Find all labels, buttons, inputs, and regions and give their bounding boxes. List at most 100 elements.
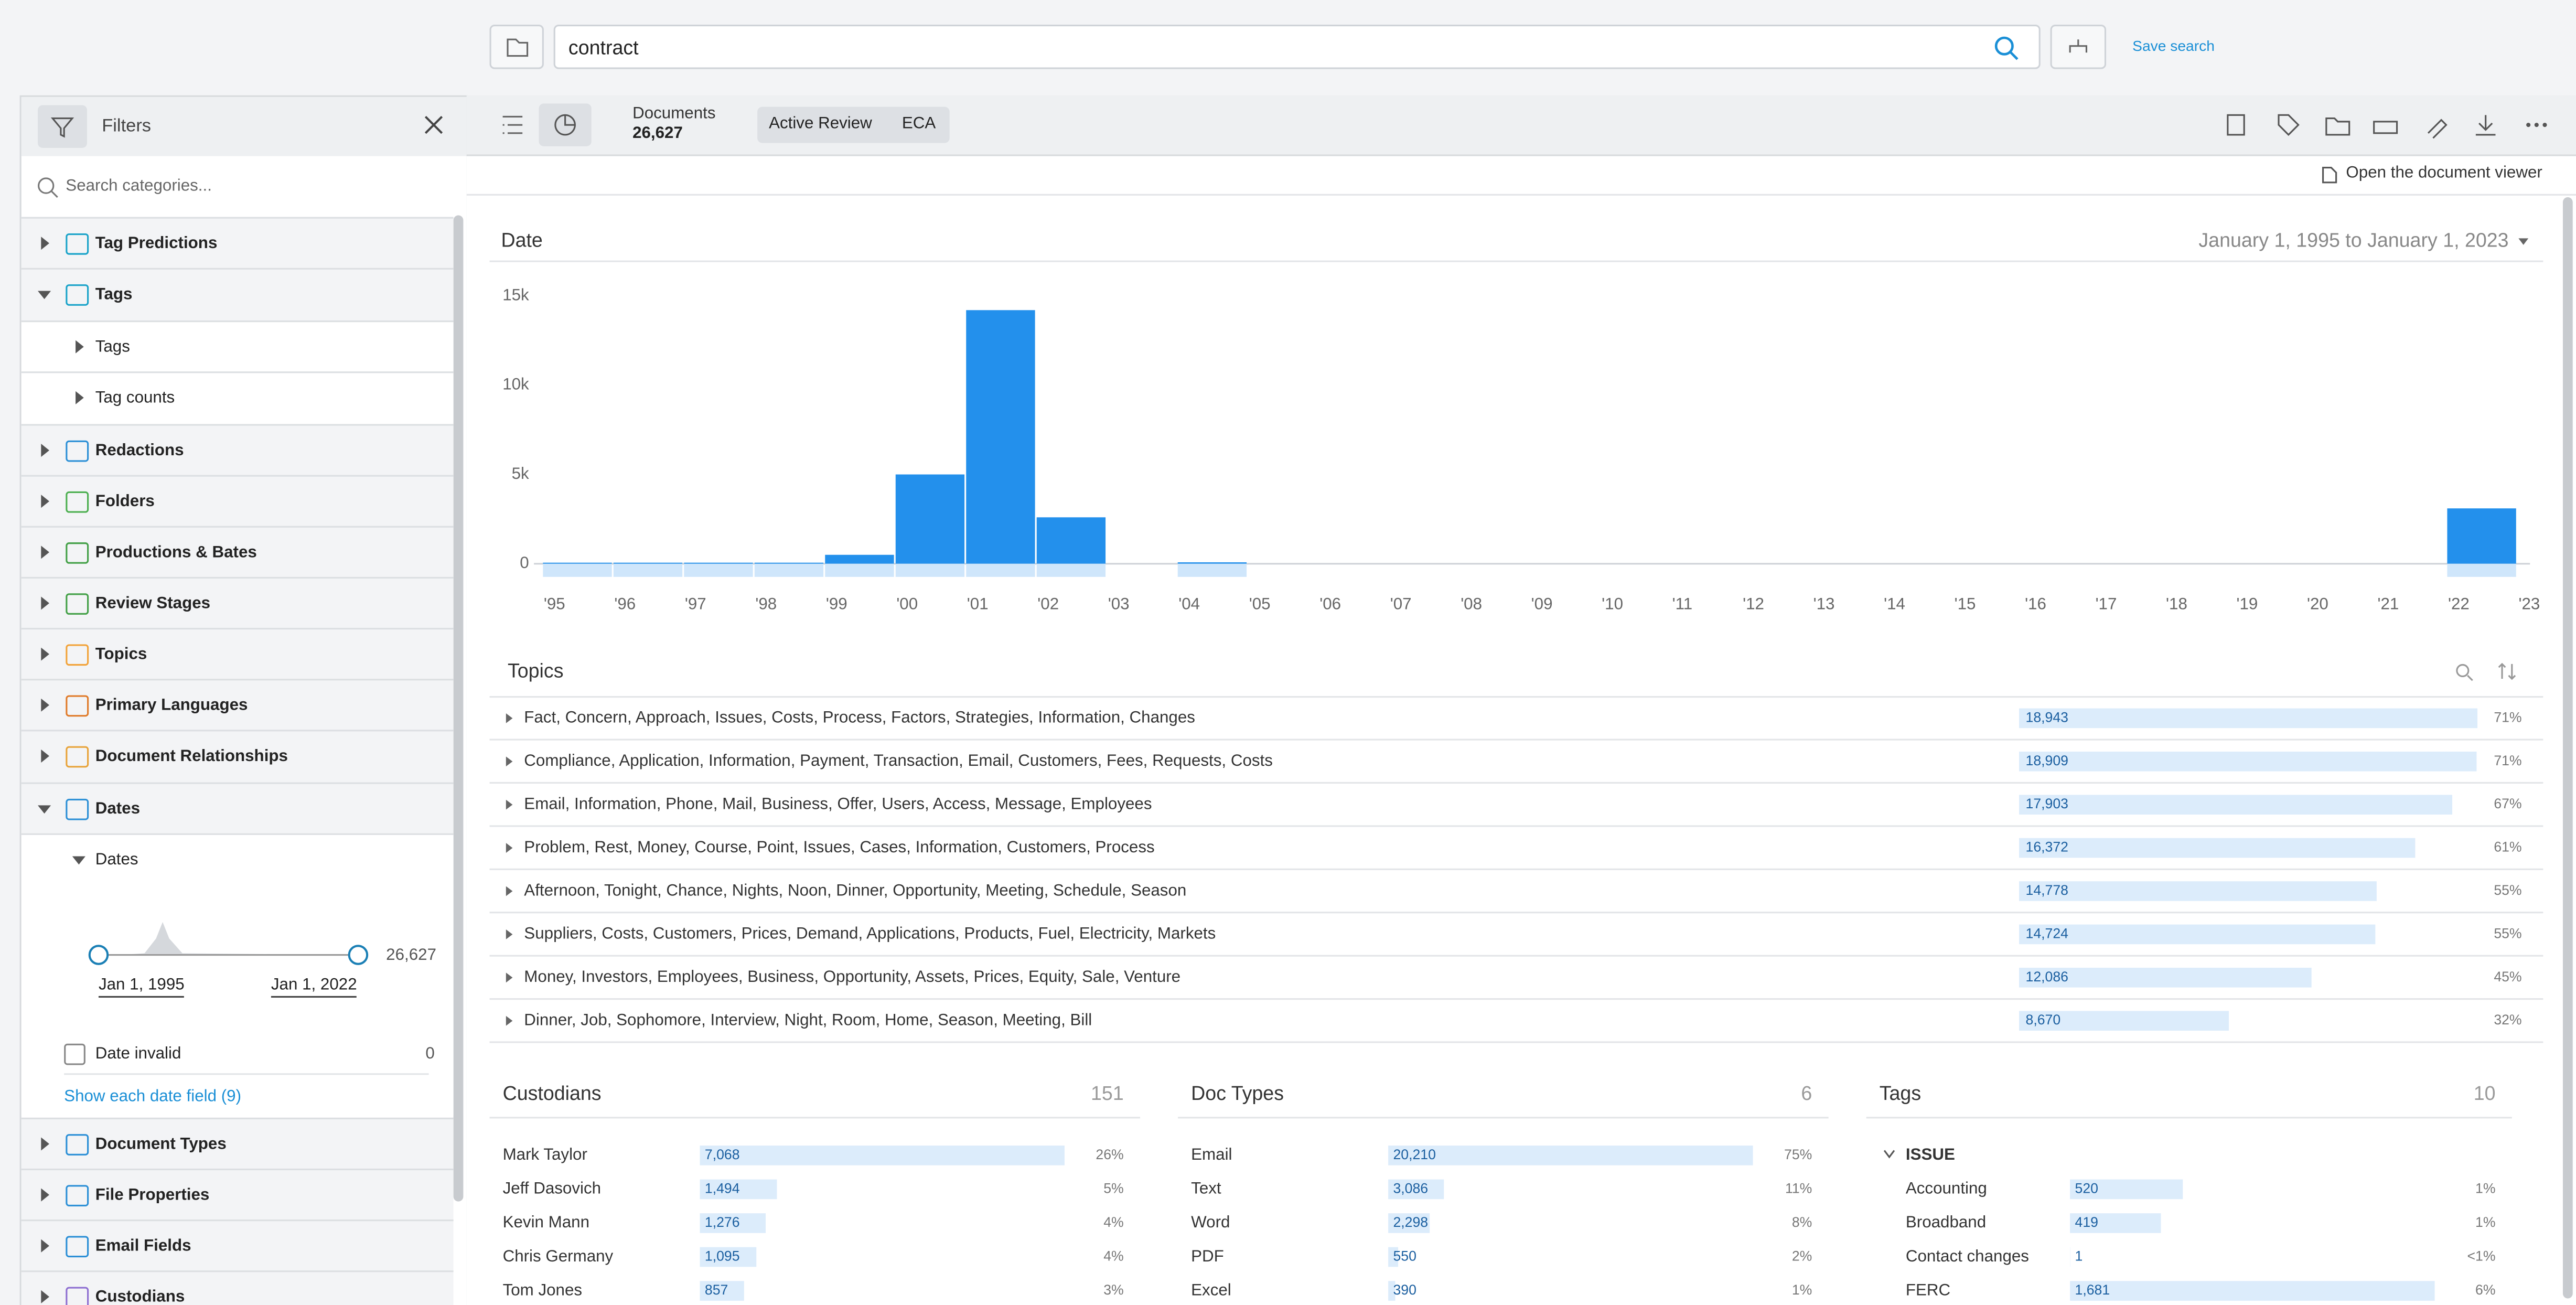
date-slider: 26,627 Jan 1, 1995 Jan 1, 2022 Date invalid… <box>21 885 454 1116</box>
filter-label[interactable]: Email Fields <box>95 1237 191 1256</box>
bar-shadow <box>684 563 753 577</box>
filter-row[interactable]: Dates <box>21 833 454 886</box>
x-tick-label: '17 <box>2096 594 2117 613</box>
row-label[interactable]: Text <box>1191 1179 1221 1197</box>
date-to[interactable]: Jan 1, 2022 <box>271 976 357 998</box>
filter-row[interactable]: Primary Languages <box>21 679 454 732</box>
chart-view-button[interactable] <box>539 103 592 146</box>
chip-group <box>757 106 950 143</box>
expand[interactable] <box>506 1015 513 1026</box>
row-label[interactable]: Word <box>1191 1213 1230 1231</box>
filter-label[interactable]: Dates <box>95 800 141 819</box>
filter-row[interactable]: Email Fields <box>21 1220 454 1272</box>
topic-count: 16,372 <box>2026 839 2068 855</box>
row-label[interactable]: Excel <box>1191 1280 1231 1299</box>
expand[interactable] <box>506 713 513 723</box>
date-count: 26,627 <box>386 946 437 965</box>
topic-label[interactable]: Email, Information, Phone, Mail, Busines… <box>524 794 1152 812</box>
row-label[interactable]: Mark Taylor <box>503 1145 587 1163</box>
toolbar-icons[interactable] <box>2221 110 2550 140</box>
filter-row[interactable]: Tag Predictions <box>21 217 454 270</box>
topic-label[interactable]: Problem, Rest, Money, Course, Point, Iss… <box>524 838 1154 856</box>
topic-label[interactable]: Afternoon, Tonight, Chance, Nights, Noon… <box>524 881 1186 899</box>
row-label[interactable]: Jeff Dasovich <box>503 1179 601 1197</box>
row-percent: 3% <box>1103 1282 1123 1298</box>
row-bar <box>700 1213 766 1233</box>
topic-label[interactable]: Fact, Concern, Approach, Issues, Costs, … <box>524 708 1195 726</box>
filter-label[interactable]: Primary Languages <box>95 697 248 715</box>
filter-label[interactable]: Review Stages <box>95 595 211 613</box>
filter-row[interactable]: Document Relationships <box>21 730 454 783</box>
folder-button[interactable] <box>489 25 544 69</box>
filter-row[interactable]: Dates <box>21 782 454 835</box>
x-tick-label: '11 <box>1672 594 1693 613</box>
filter-row[interactable]: Tag counts <box>21 371 454 424</box>
topic-bar <box>2019 708 2478 729</box>
expand[interactable] <box>506 972 513 983</box>
filter-label[interactable]: Dates <box>95 851 138 870</box>
filter-row[interactable]: Redactions <box>21 424 454 477</box>
date-from[interactable]: Jan 1, 1995 <box>98 976 185 998</box>
expand[interactable] <box>506 886 513 896</box>
topic-label[interactable]: Suppliers, Costs, Customers, Prices, Dem… <box>524 924 1216 943</box>
row-label[interactable]: Broadband <box>1906 1213 1986 1231</box>
chip[interactable]: ECA <box>901 115 936 133</box>
search-box[interactable]: contract <box>553 25 2041 69</box>
x-tick-label: '02 <box>1037 594 1059 613</box>
x-tick-label: '96 <box>614 594 636 613</box>
filter-label[interactable]: Folders <box>95 493 155 511</box>
filter-row[interactable]: Tags <box>21 320 454 373</box>
row-count: 857 <box>705 1282 728 1298</box>
topic-label[interactable]: Dinner, Job, Sophomore, Interview, Night… <box>524 1010 1092 1029</box>
expand[interactable] <box>506 843 513 853</box>
filter-label[interactable]: Tags <box>95 286 133 304</box>
row-percent: 2% <box>1792 1248 1812 1264</box>
filter-row[interactable]: Custodians <box>21 1270 454 1305</box>
filter-label[interactable]: Document Relationships <box>95 747 288 766</box>
topic-label[interactable]: Compliance, Application, Information, Pa… <box>524 751 1273 769</box>
row-bar <box>700 1146 1065 1165</box>
open-viewer[interactable]: Open the document viewer <box>2346 164 2542 183</box>
filter-row[interactable]: Document Types <box>21 1117 454 1171</box>
filter-label[interactable]: Custodians <box>95 1288 185 1305</box>
date-range[interactable]: January 1, 1995 to January 1, 2023 <box>2198 229 2508 251</box>
filter-icon[interactable] <box>38 105 88 148</box>
filter-label[interactable]: Document Types <box>95 1136 227 1154</box>
filter-row[interactable]: Review Stages <box>21 576 454 630</box>
filter-row[interactable]: File Properties <box>21 1168 454 1222</box>
filter-row[interactable]: Folders <box>21 475 454 528</box>
topic-label[interactable]: Money, Investors, Employees, Business, O… <box>524 967 1180 986</box>
filter-label[interactable]: Topics <box>95 646 147 664</box>
filter-label[interactable]: Tags <box>95 338 130 357</box>
topic-bar <box>2019 751 2477 772</box>
filter-row[interactable]: Topics <box>21 627 454 681</box>
row-label[interactable]: Chris Germany <box>503 1247 614 1265</box>
row-label[interactable]: Contact changes <box>1906 1247 2029 1265</box>
documents-count: 26,627 <box>632 125 683 143</box>
chip[interactable]: Active Review <box>769 115 872 133</box>
save-search[interactable]: Save search <box>2132 38 2215 55</box>
row-label[interactable]: Kevin Mann <box>503 1213 589 1231</box>
filter-label[interactable]: Redactions <box>95 442 184 461</box>
filter-label[interactable]: Productions & Bates <box>95 544 257 562</box>
row-label[interactable]: FERC <box>1906 1280 1950 1299</box>
filter-label[interactable]: File Properties <box>95 1186 210 1205</box>
expand[interactable] <box>506 756 513 767</box>
row-label[interactable]: Accounting <box>1906 1179 1987 1197</box>
filter-label[interactable]: Tag counts <box>95 389 175 408</box>
row-label[interactable]: Tom Jones <box>503 1280 582 1299</box>
row-label[interactable]: Email <box>1191 1145 1232 1163</box>
expand[interactable] <box>506 799 513 810</box>
filter-row[interactable]: Productions & Bates <box>21 526 454 579</box>
x-tick-label: '13 <box>1813 594 1835 613</box>
filter-label[interactable]: Tag Predictions <box>95 235 218 253</box>
expand[interactable] <box>506 929 513 939</box>
hierarchy-button[interactable] <box>2050 25 2107 69</box>
row-label[interactable]: PDF <box>1191 1247 1224 1265</box>
checkbox[interactable] <box>64 1043 85 1065</box>
category-search[interactable]: Search categories... <box>66 177 212 196</box>
group-toggle <box>1883 1150 1895 1159</box>
close[interactable] <box>424 115 444 135</box>
filter-row[interactable]: Tags <box>21 268 454 321</box>
show-fields[interactable]: Show each date field (9) <box>64 1088 242 1106</box>
